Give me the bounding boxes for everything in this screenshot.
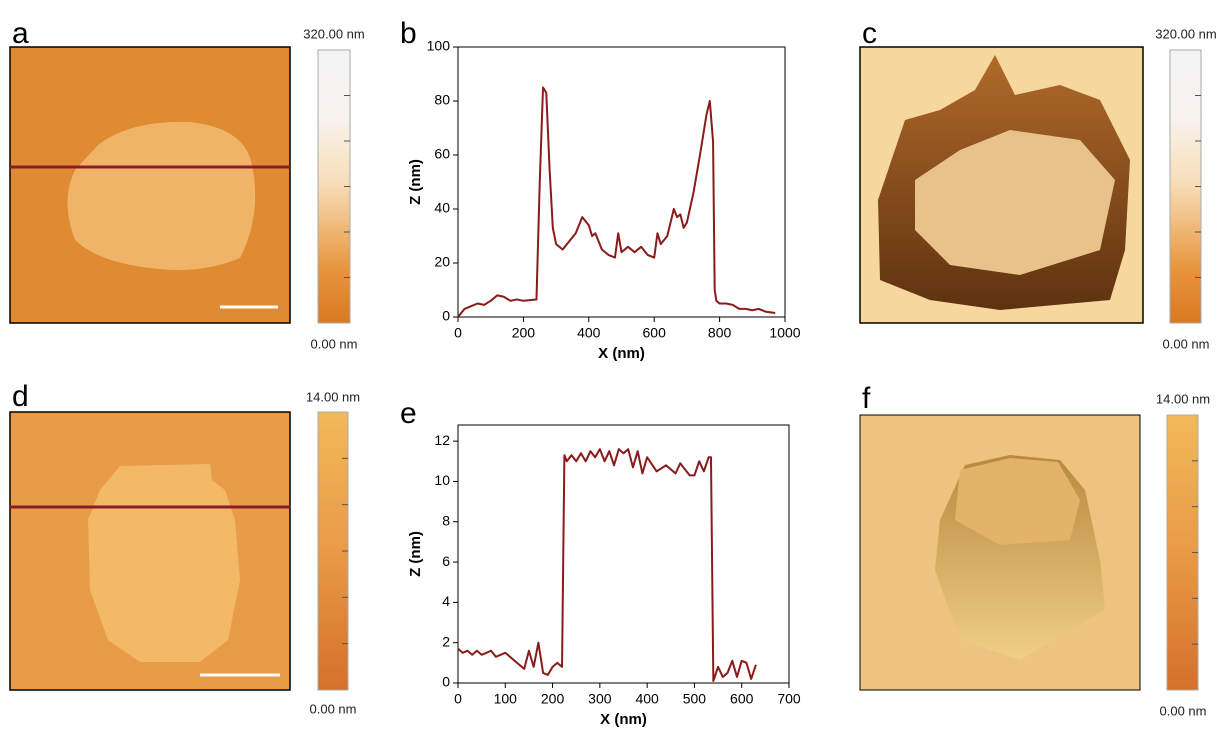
- plot-frame: [457, 46, 786, 318]
- x-axis-title: X (nm): [600, 711, 647, 728]
- x-tick-label: 1000: [769, 325, 800, 341]
- colorbar-min-label: 0.00 nm: [311, 336, 358, 351]
- x-tick-label: 600: [643, 325, 667, 341]
- y-axis-title: Z (nm): [407, 531, 424, 577]
- x-tick-label: 400: [577, 325, 601, 341]
- y-tick-label: 60: [434, 146, 450, 162]
- y-tick-label: 100: [427, 38, 451, 54]
- colorbar-max-label: 320.00 nm: [303, 26, 364, 41]
- x-tick-label: 0: [454, 325, 462, 341]
- data-line: [457, 448, 757, 682]
- y-tick-label: 40: [434, 200, 450, 216]
- y-tick-label: 10: [434, 472, 450, 488]
- x-tick-label: 200: [512, 325, 536, 341]
- x-tick-label: 100: [494, 691, 518, 707]
- x-tick-label: 0: [454, 691, 462, 707]
- flake-top: [915, 130, 1115, 275]
- flake: [67, 121, 256, 271]
- colorbar-max-label: 14.00 nm: [306, 389, 360, 404]
- x-tick-label: 300: [588, 691, 612, 707]
- colorbar-max-label: 14.00 nm: [1156, 391, 1210, 406]
- colorbar-min-label: 0.00 nm: [310, 701, 357, 716]
- y-tick-label: 12: [434, 432, 450, 448]
- x-tick-label: 400: [635, 691, 659, 707]
- y-axis-title: Z (nm): [407, 159, 424, 205]
- y-tick-label: 0: [442, 674, 450, 690]
- y-tick-label: 2: [442, 633, 450, 649]
- panel-label: b: [400, 17, 417, 50]
- y-tick-label: 4: [442, 593, 450, 609]
- panel-label: e: [400, 397, 417, 430]
- x-tick-label: 200: [541, 691, 565, 707]
- colorbar-min-label: 0.00 nm: [1163, 336, 1210, 351]
- panel-label: a: [12, 17, 29, 50]
- x-tick-label: 800: [708, 325, 732, 341]
- plot-frame: [457, 424, 790, 684]
- y-tick-label: 0: [442, 308, 450, 324]
- y-tick-label: 8: [442, 512, 450, 528]
- x-tick-label: 600: [730, 691, 754, 707]
- x-axis-title: X (nm): [598, 345, 645, 362]
- y-tick-label: 20: [434, 254, 450, 270]
- colorbar-max-label: 320.00 nm: [1155, 26, 1216, 41]
- flake-top: [955, 458, 1080, 545]
- colorbar-min-label: 0.00 nm: [1160, 703, 1207, 718]
- x-tick-label: 500: [683, 691, 707, 707]
- panel-label: d: [12, 380, 29, 413]
- data-line: [457, 86, 776, 318]
- x-tick-label: 700: [777, 691, 801, 707]
- flake: [88, 464, 240, 662]
- panel-label: f: [862, 382, 871, 415]
- panel-label: c: [862, 17, 877, 50]
- y-tick-label: 6: [442, 553, 450, 569]
- y-tick-label: 80: [434, 92, 450, 108]
